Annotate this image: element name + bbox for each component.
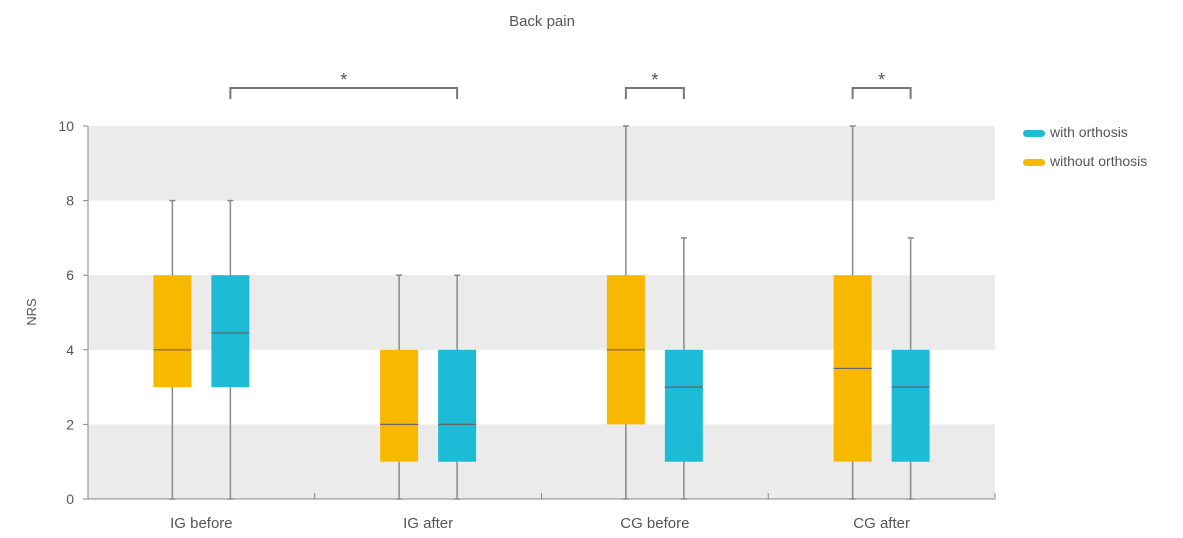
x-category-label: CG before [620, 515, 689, 532]
significance-bracket [229, 87, 459, 99]
legend-swatch [1023, 159, 1045, 166]
legend-label: without orthosis [1049, 153, 1147, 169]
chart-title: Back pain [509, 13, 575, 30]
box-body [664, 349, 703, 462]
box-series [153, 125, 930, 500]
y-tick-label: 10 [58, 118, 74, 134]
x-category-label: CG after [853, 515, 910, 532]
box-body [380, 349, 419, 462]
y-tick-label: 6 [66, 267, 74, 283]
box [606, 125, 645, 500]
grid-band [88, 126, 995, 201]
legend-label: with orthosis [1049, 124, 1128, 140]
x-category-label: IG before [170, 515, 233, 532]
legend-swatch [1023, 130, 1045, 137]
y-tick-label: 2 [66, 416, 74, 432]
box [153, 199, 192, 500]
axes: 0 2 4 6 8 10 IG before IG after CG before CG afte… [58, 118, 996, 532]
box [833, 125, 872, 500]
box [664, 237, 703, 500]
y-axis-label: NRS [24, 298, 39, 326]
significance-bracket [851, 87, 912, 99]
y-tick-label: 8 [66, 193, 74, 209]
x-category-label: IG after [403, 515, 453, 532]
box [891, 237, 930, 500]
legend: with orthosis without orthosis [1023, 124, 1147, 169]
y-tick-label: 0 [66, 491, 74, 507]
significance-bracket [624, 87, 685, 99]
box-body [153, 275, 192, 388]
significance-brackets: * * * [229, 70, 912, 99]
box [211, 199, 250, 500]
box-body [438, 349, 477, 462]
box-body [211, 275, 250, 388]
box-body [891, 349, 930, 462]
box [380, 274, 419, 500]
significance-marker: * [651, 70, 658, 90]
significance-marker: * [878, 70, 885, 90]
y-tick-label: 4 [66, 342, 74, 358]
significance-marker: * [340, 70, 347, 90]
box [438, 274, 477, 500]
